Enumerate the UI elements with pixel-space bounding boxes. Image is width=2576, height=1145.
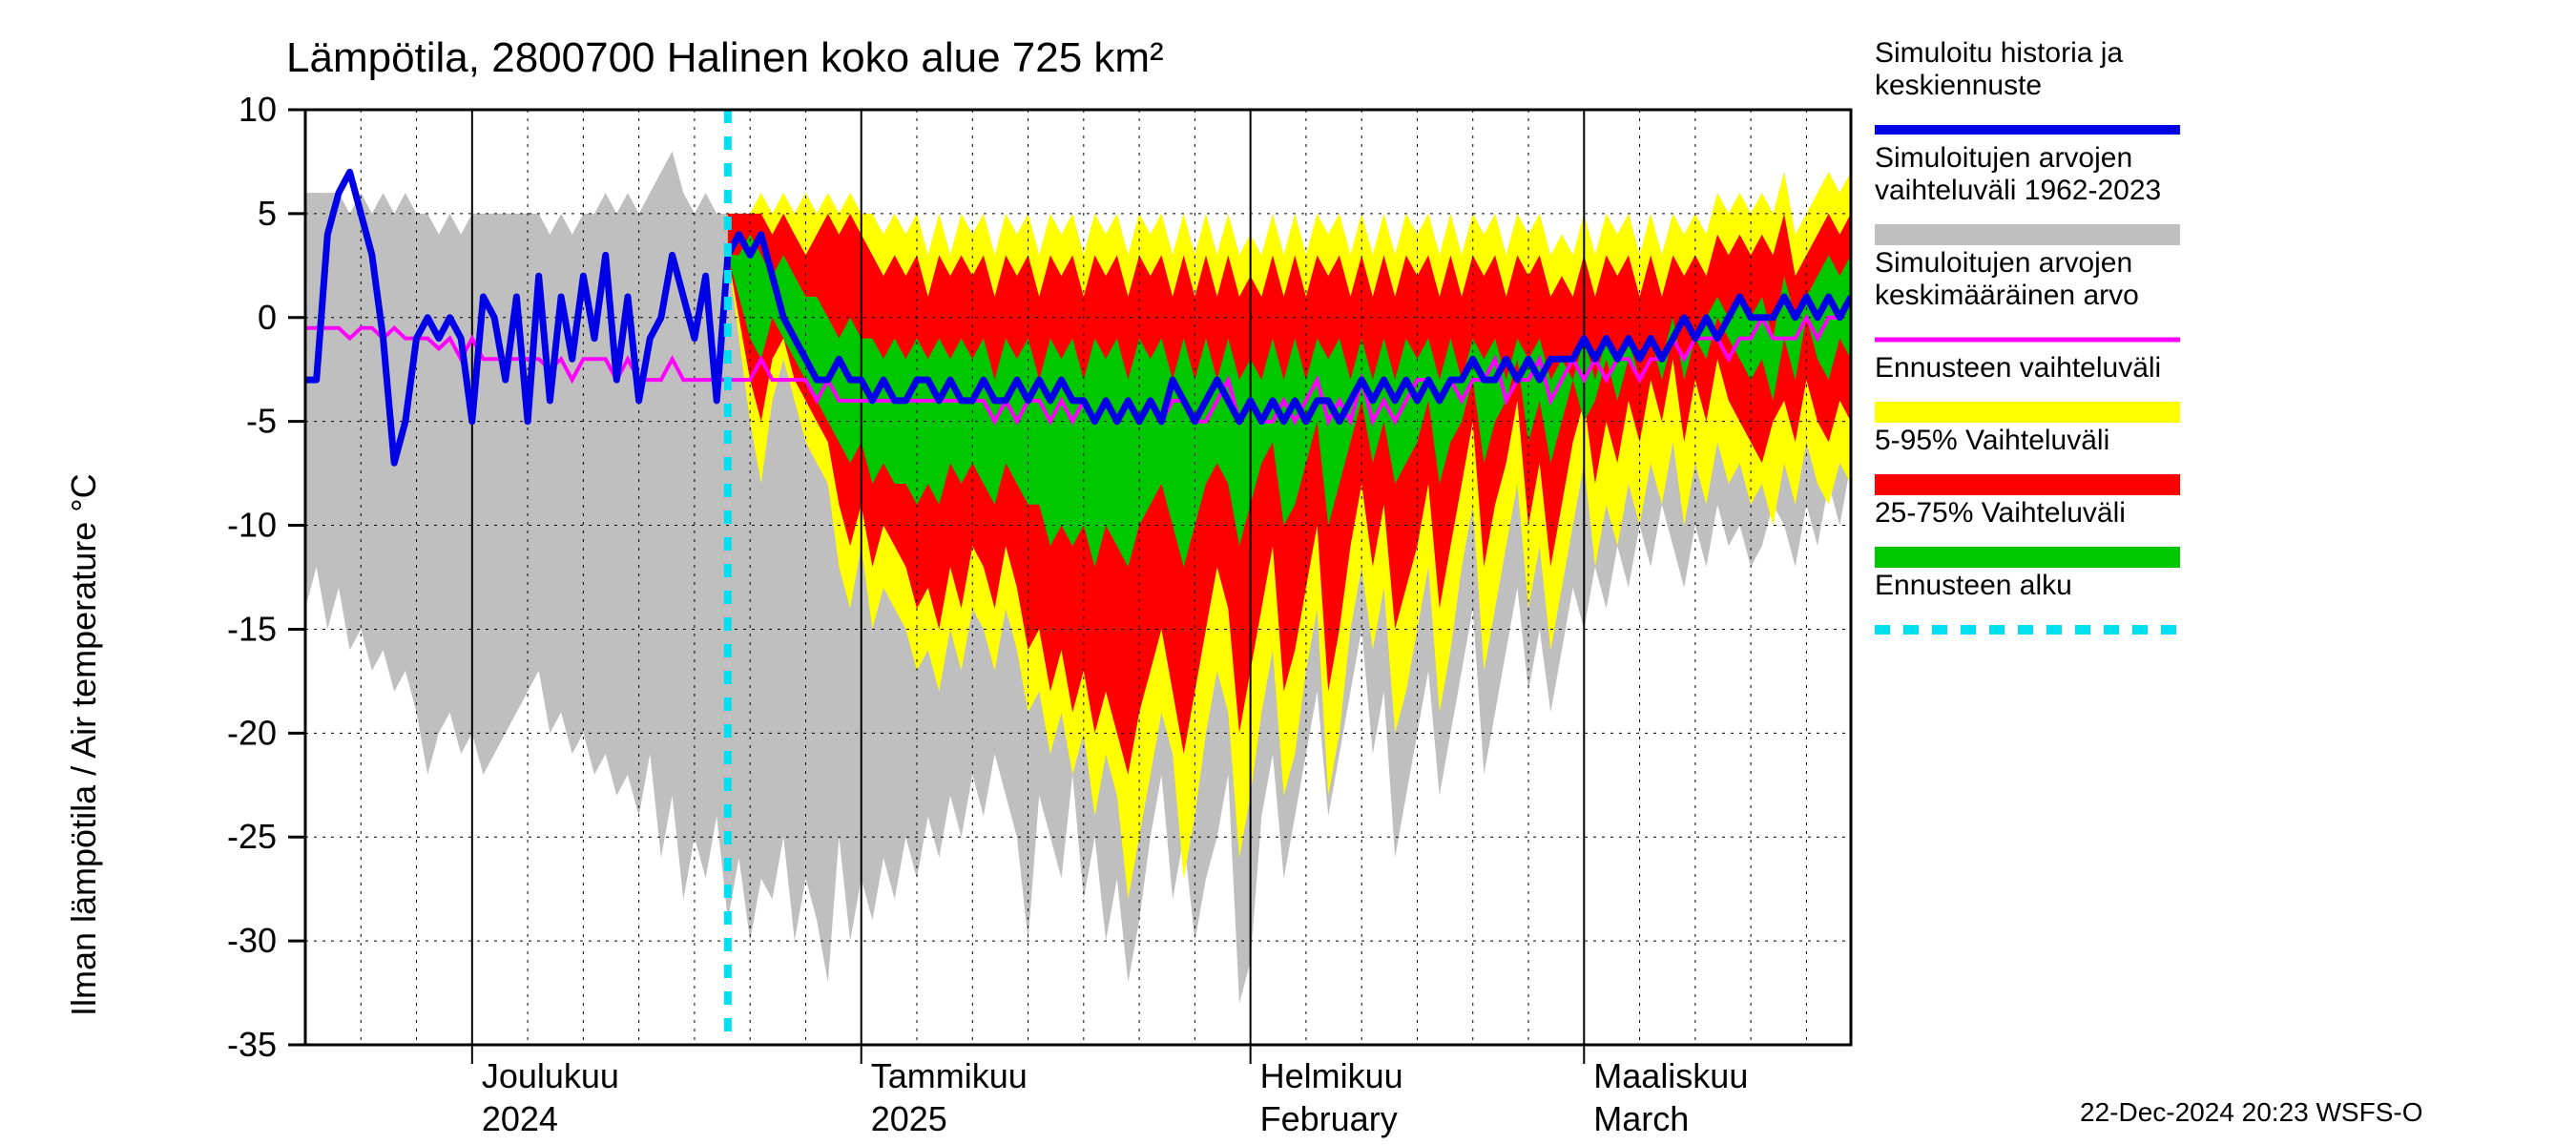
x-month-upper: Helmikuu <box>1260 1056 1403 1095</box>
temperature-forecast-chart: 10 5 0 -5 -10 -15 -20 -25 -30 -35 Joulukuu 2024 Tamm… <box>0 0 2576 1145</box>
legend-label: 5-95% Vaihteluväli <box>1875 425 2109 456</box>
legend-label: Simuloitu historia ja <box>1875 37 2123 69</box>
y-tick-label: -15 <box>227 609 277 648</box>
legend-swatch <box>1875 224 2180 245</box>
legend-label: keskiennuste <box>1875 70 2042 101</box>
legend-label: keskimääräinen arvo <box>1875 280 2139 311</box>
x-month-lower: March <box>1593 1099 1689 1138</box>
y-tick-label: 0 <box>258 298 277 337</box>
y-tick-label: 10 <box>239 90 277 129</box>
legend-swatch <box>1875 402 2180 423</box>
chart-title: Lämpötila, 2800700 Halinen koko alue 725… <box>286 34 1164 81</box>
y-tick-label: -10 <box>227 506 277 545</box>
x-month-lower: 2025 <box>871 1099 947 1138</box>
y-tick-label: -25 <box>227 817 277 856</box>
x-month-lower: 2024 <box>482 1099 558 1138</box>
legend-label: Simuloitujen arvojen <box>1875 142 2132 174</box>
x-month-upper: Tammikuu <box>871 1056 1028 1095</box>
legend-label: Ennusteen alku <box>1875 570 2072 601</box>
y-axis-label: Ilman lämpötila / Air temperature °C <box>64 473 103 1016</box>
legend-label: 25-75% Vaihteluväli <box>1875 497 2126 529</box>
y-tick-label: -35 <box>227 1025 277 1064</box>
legend-label: Ennusteen vaihteluväli <box>1875 352 2161 384</box>
y-tick-label: 5 <box>258 194 277 233</box>
legend-label: vaihteluväli 1962-2023 <box>1875 175 2161 206</box>
x-month-upper: Joulukuu <box>482 1056 619 1095</box>
x-month-lower: February <box>1260 1099 1398 1138</box>
y-tick-label: -5 <box>246 402 277 441</box>
legend-swatch <box>1875 547 2180 568</box>
legend-swatch <box>1875 474 2180 495</box>
chart-footer: 22-Dec-2024 20:23 WSFS-O <box>2080 1097 2423 1127</box>
legend-label: Simuloitujen arvojen <box>1875 247 2132 279</box>
y-tick-label: -30 <box>227 921 277 960</box>
y-tick-label: -20 <box>227 713 277 752</box>
x-month-upper: Maaliskuu <box>1593 1056 1748 1095</box>
